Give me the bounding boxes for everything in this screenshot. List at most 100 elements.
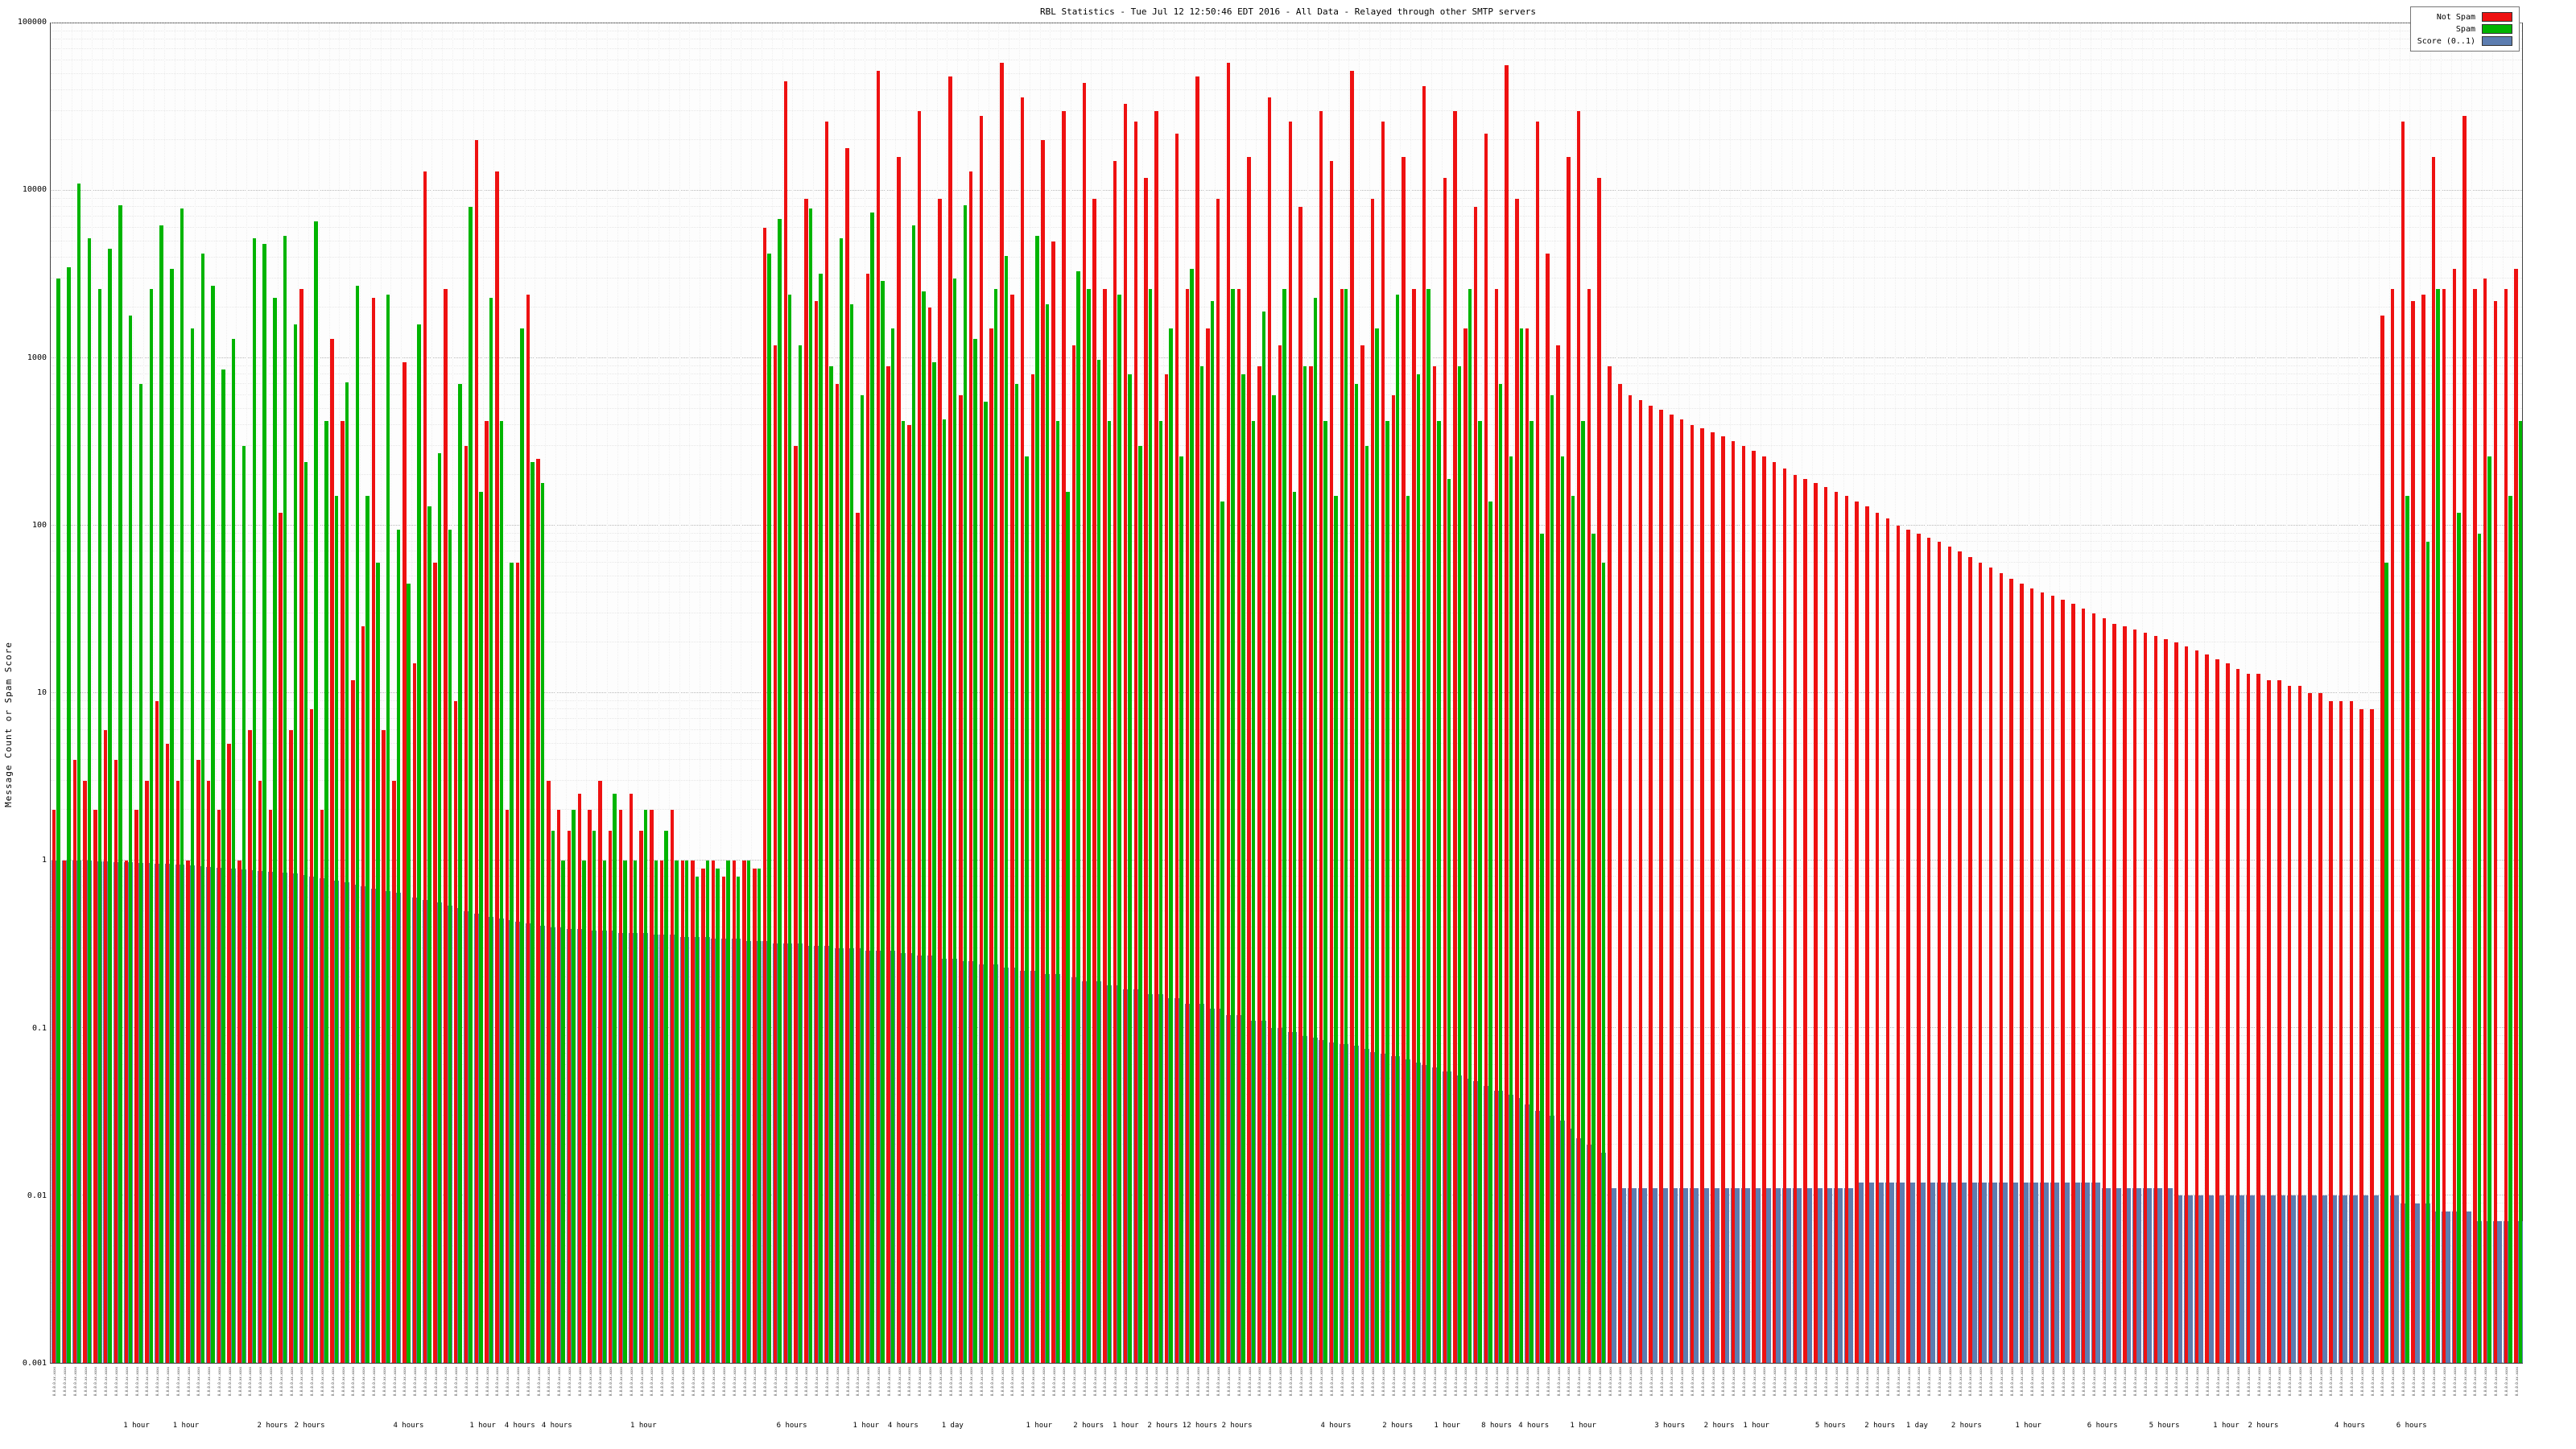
score-bar xyxy=(2122,1188,2132,1363)
major-gridline xyxy=(51,357,2522,358)
x-tick-text: 0.0.0.0.xx.xxxx xyxy=(217,1367,221,1397)
spam-bar xyxy=(1231,288,1235,1363)
not-spam-bar xyxy=(1597,177,1601,1363)
score-bar xyxy=(2421,1203,2430,1363)
not-spam-bar xyxy=(773,345,778,1363)
score-bar xyxy=(989,964,998,1363)
bar-group xyxy=(1626,23,1637,1363)
spam-bar xyxy=(293,324,298,1363)
x-tick: 0.0.0.0.xx.xxxx xyxy=(2326,1367,2337,1418)
x-tick: 0.0.0.0.xx.xxxx xyxy=(1451,1367,1461,1418)
spam-bar xyxy=(1334,496,1338,1363)
spam-bar xyxy=(623,861,627,1363)
score-bar xyxy=(567,929,576,1363)
score-bar xyxy=(1793,1188,1802,1363)
x-tick-text: 0.0.0.0.xx.xxxx xyxy=(1876,1367,1880,1397)
score-bar xyxy=(2307,1195,2317,1363)
x-tick-text: 0.0.0.0.xx.xxxx xyxy=(1463,1367,1468,1397)
spam-bar xyxy=(1004,255,1009,1363)
not-spam-bar xyxy=(1525,328,1530,1363)
not-spam-bar xyxy=(382,730,386,1363)
spam-bar xyxy=(345,382,349,1363)
x-tick: 0.0.0.0.xx.xxxx xyxy=(823,1367,833,1418)
x-tick-text: 0.0.0.0.xx.xxxx xyxy=(526,1367,530,1397)
not-spam-bar xyxy=(1608,365,1612,1363)
x-tick-text: 0.0.0.0.xx.xxxx xyxy=(783,1367,788,1397)
x-tick-text: 0.0.0.0.xx.xxxx xyxy=(423,1367,427,1397)
spam-bar xyxy=(386,294,390,1363)
x-tick: 0.0.0.0.xx.xxxx xyxy=(1276,1367,1286,1418)
score-bar xyxy=(1514,1098,1524,1363)
x-tick-text: 0.0.0.0.xx.xxxx xyxy=(609,1367,613,1397)
bar-group xyxy=(2461,23,2471,1363)
x-tick-text: 0.0.0.0.xx.xxxx xyxy=(1412,1367,1417,1397)
not-spam-bar xyxy=(2483,278,2487,1363)
spam-bar xyxy=(1045,303,1050,1363)
not-spam-bar xyxy=(1000,63,1004,1363)
x-tick-text: 0.0.0.0.xx.xxxx xyxy=(2339,1367,2344,1397)
x-tick: 0.0.0.0.xx.xxxx xyxy=(658,1367,668,1418)
x-tick: 0.0.0.0.xx.xxxx xyxy=(1605,1367,1616,1418)
not-spam-bar xyxy=(371,297,376,1363)
score-bar xyxy=(1246,1021,1256,1363)
x-tick: 0.0.0.0.xx.xxxx xyxy=(215,1367,225,1418)
x-tick-text: 0.0.0.0.xx.xxxx xyxy=(1690,1367,1695,1397)
x-tick-text: 0.0.0.0.xx.xxxx xyxy=(63,1367,67,1397)
bar-group xyxy=(761,23,772,1363)
not-spam-bar xyxy=(1618,384,1622,1363)
bar-group xyxy=(101,23,113,1363)
bar-group xyxy=(2038,23,2050,1363)
score-bar xyxy=(1020,970,1030,1363)
x-tick: 0.0.0.0.xx.xxxx xyxy=(2193,1367,2203,1418)
score-bar xyxy=(896,953,906,1363)
not-spam-bar xyxy=(968,171,973,1363)
score-bar xyxy=(1978,1182,1988,1363)
not-spam-bar xyxy=(938,198,942,1363)
duration-label: 4 hours xyxy=(1320,1422,1352,1430)
not-spam-bar xyxy=(835,384,839,1363)
x-tick: 0.0.0.0.xx.xxxx xyxy=(2058,1367,2069,1418)
bar-group xyxy=(1668,23,1678,1363)
x-tick-text: 0.0.0.0.xx.xxxx xyxy=(2277,1367,2282,1397)
x-tick-text: 0.0.0.0.xx.xxxx xyxy=(536,1367,541,1397)
bar-group xyxy=(1905,23,1915,1363)
x-tick: 0.0.0.0.xx.xxxx xyxy=(1420,1367,1430,1418)
spam-bar xyxy=(128,315,133,1363)
x-tick: 0.0.0.0.xx.xxxx xyxy=(688,1367,699,1418)
bar-group xyxy=(1379,23,1390,1363)
bar-group xyxy=(771,23,782,1363)
x-tick-text: 0.0.0.0.xx.xxxx xyxy=(2102,1367,2107,1397)
bar-series xyxy=(51,23,2523,1363)
bar-group xyxy=(2111,23,2121,1363)
duration-label: 2 hours xyxy=(1951,1422,1982,1430)
duration-label: 1 hour xyxy=(1434,1422,1460,1430)
not-spam-bar xyxy=(1092,198,1096,1363)
spam-bar xyxy=(489,297,493,1363)
x-tick-text: 0.0.0.0.xx.xxxx xyxy=(2153,1367,2158,1397)
score-bar xyxy=(432,902,442,1363)
score-bar xyxy=(1102,985,1112,1363)
x-tick: 0.0.0.0.xx.xxxx xyxy=(1729,1367,1740,1418)
spam-bar xyxy=(1601,563,1606,1363)
bar-group xyxy=(174,23,185,1363)
score-bar xyxy=(1834,1188,1843,1363)
score-bar xyxy=(1349,1046,1359,1363)
score-bar xyxy=(2493,1221,2503,1363)
score-bar xyxy=(1731,1188,1740,1363)
not-spam-bar xyxy=(206,780,211,1363)
x-tick-text: 0.0.0.0.xx.xxxx xyxy=(1257,1367,1262,1397)
spam-bar xyxy=(2436,288,2440,1363)
x-tick-text: 0.0.0.0.xx.xxxx xyxy=(1298,1367,1303,1397)
x-tick-text: 0.0.0.0.xx.xxxx xyxy=(485,1367,489,1397)
spam-bar xyxy=(664,831,668,1363)
x-tick-text: 0.0.0.0.xx.xxxx xyxy=(1422,1367,1427,1397)
bar-group xyxy=(2512,23,2523,1363)
x-tick: 0.0.0.0.xx.xxxx xyxy=(2182,1367,2193,1418)
spam-bar xyxy=(798,345,803,1363)
x-tick-text: 0.0.0.0.xx.xxxx xyxy=(1515,1367,1520,1397)
x-tick: 0.0.0.0.xx.xxxx xyxy=(1596,1367,1606,1418)
x-tick-text: 0.0.0.0.xx.xxxx xyxy=(897,1367,902,1397)
spam-bar xyxy=(334,496,339,1363)
x-tick-text: 0.0.0.0.xx.xxxx xyxy=(1443,1367,1447,1397)
x-tick: 0.0.0.0.xx.xxxx xyxy=(2049,1367,2059,1418)
